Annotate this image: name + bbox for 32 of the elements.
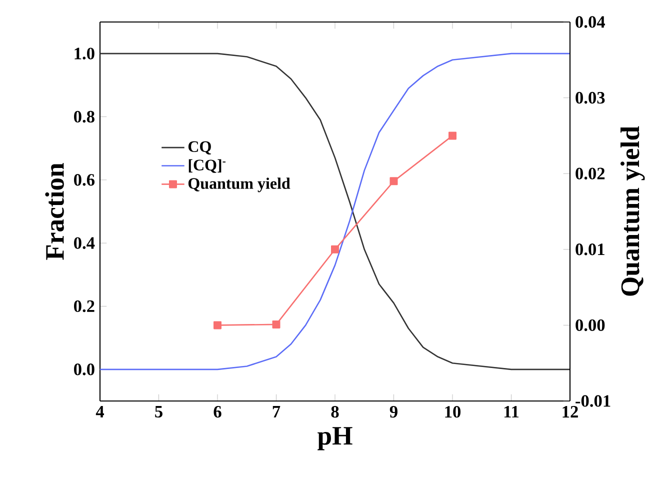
point: [448, 132, 456, 140]
x-tick-label: 10: [445, 406, 461, 418]
point: [390, 177, 398, 186]
x-tick-label: 6: [214, 406, 222, 418]
y2-tick-label: 0.02: [576, 168, 605, 180]
x-tick-label: 12: [562, 406, 578, 418]
legend-label: CQ: [188, 141, 211, 154]
point: [213, 321, 222, 330]
y-tick-label: 0.6: [74, 174, 95, 186]
y2-tick-label: -0.01: [576, 395, 610, 407]
x-tick-label: 4: [96, 406, 104, 418]
y2-tick-label: 0.03: [576, 92, 605, 104]
y-axis-title: Fraction: [45, 163, 64, 260]
y2-tick-label: 0.01: [576, 244, 604, 256]
y2-tick-label: 0.00: [576, 319, 605, 332]
point: [330, 245, 340, 254]
x-tick-label: 11: [504, 406, 519, 418]
x-tick-label: 7: [272, 406, 280, 418]
x-tick-label: 8: [331, 406, 339, 418]
y-tick-label: 0.0: [74, 364, 94, 376]
x-axis-title: pH: [318, 427, 352, 450]
legend-label: [CQ]$^{-}$: [188, 159, 226, 173]
legend-label: Quantum yield: [188, 178, 290, 192]
x-tick-label: 5: [155, 406, 162, 418]
point: [272, 320, 280, 328]
y-tick-label: 0.8: [74, 110, 94, 123]
y2-axis-title: Quantum yield: [620, 126, 645, 296]
y2-tick-label: 0.04: [576, 16, 605, 28]
y-tick-label: 0.4: [74, 237, 95, 249]
x-tick-label: 9: [390, 406, 398, 418]
y-tick-label: 1.0: [74, 48, 94, 60]
y-tick-label: 0.2: [74, 300, 94, 312]
